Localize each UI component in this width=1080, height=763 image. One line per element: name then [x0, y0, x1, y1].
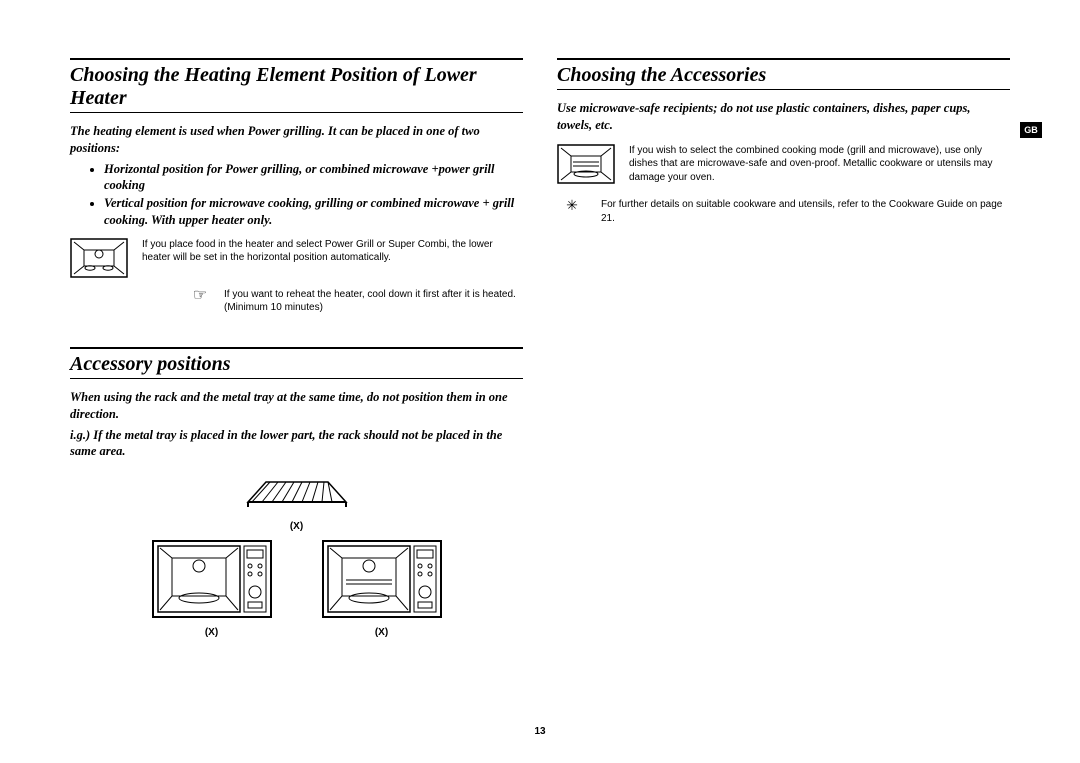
- bullet-vertical: Vertical position for microwave cooking,…: [104, 195, 523, 228]
- note-cookware-text: For further details on suitable cookware…: [601, 198, 1010, 225]
- note-cooldown: ☞ If you want to reheat the heater, cool…: [190, 288, 523, 315]
- section-rule: [557, 58, 1010, 60]
- fig-label-rack: (X): [70, 521, 523, 532]
- heading-accessory-positions: Accessory positions: [70, 353, 523, 376]
- microwave-icon: [322, 540, 442, 618]
- accessory-intro2: i.g.) If the metal tray is placed in the…: [70, 427, 523, 461]
- note-combined-mode: If you wish to select the combined cooki…: [557, 144, 1010, 185]
- accessories-intro: Use microwave-safe recipients; do not us…: [557, 100, 1010, 134]
- section-rule-thin: [557, 89, 1010, 90]
- heading-choosing-accessories: Choosing the Accessories: [557, 64, 1010, 87]
- heading-heater-position: Choosing the Heating Element Position of…: [70, 64, 523, 110]
- oven-interior-icon: [70, 238, 128, 278]
- right-column: Choosing the Accessories Use microwave-s…: [557, 58, 1010, 638]
- heater-bullets: Horizontal position for Power grilling, …: [70, 161, 523, 228]
- section-rule-thin: [70, 378, 523, 379]
- microwave-icon: [152, 540, 272, 618]
- section-rule-thin: [70, 112, 523, 113]
- note-cooldown-text: If you want to reheat the heater, cool d…: [224, 288, 523, 315]
- page-number: 13: [0, 726, 1080, 737]
- note-heater-auto: If you place food in the heater and sele…: [70, 238, 523, 278]
- language-badge: GB: [1020, 122, 1042, 138]
- heater-intro: The heating element is used when Power g…: [70, 123, 523, 157]
- oven-fig-2: (X): [322, 540, 442, 638]
- note-cookware-guide: ✳ For further details on suitable cookwa…: [557, 198, 1010, 225]
- note-combined-text: If you wish to select the combined cooki…: [629, 144, 1010, 185]
- accessory-figures: (X): [70, 472, 523, 638]
- section-rule: [70, 347, 523, 349]
- bullet-horizontal: Horizontal position for Power grilling, …: [104, 161, 523, 194]
- oven-interior-icon: [557, 144, 615, 185]
- fig-label-oven1: (X): [152, 627, 272, 638]
- oven-fig-1: (X): [152, 540, 272, 638]
- pointer-icon: ☞: [190, 288, 210, 315]
- left-column: Choosing the Heating Element Position of…: [70, 58, 523, 638]
- note-heater-auto-text: If you place food in the heater and sele…: [142, 238, 523, 278]
- section-rule: [70, 58, 523, 60]
- fig-label-oven2: (X): [322, 627, 442, 638]
- rack-icon: [242, 472, 352, 512]
- reference-icon: ✳: [557, 198, 587, 225]
- accessory-intro: When using the rack and the metal tray a…: [70, 389, 523, 423]
